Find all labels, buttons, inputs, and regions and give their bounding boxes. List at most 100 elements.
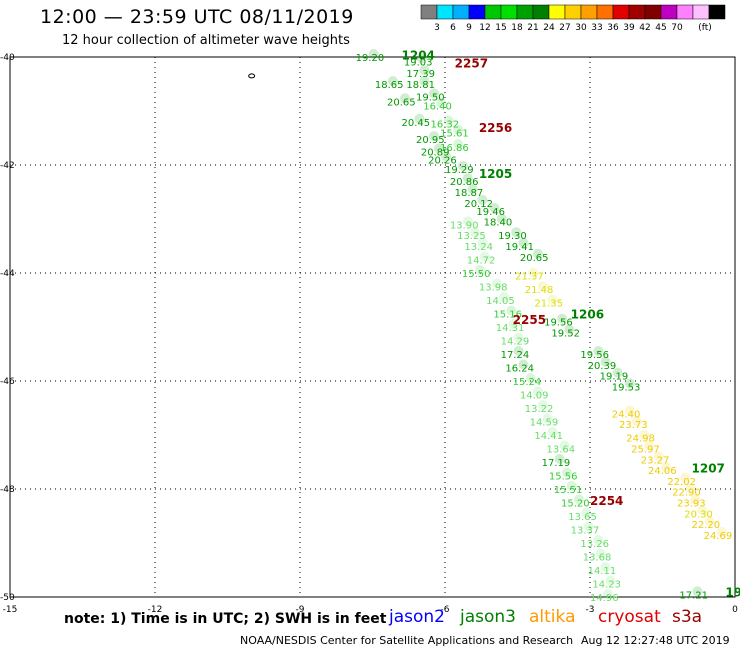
track-point [525, 373, 536, 383]
wave-height-label: 13.25 [457, 231, 486, 242]
track-point [624, 405, 635, 416]
track-point [692, 586, 703, 597]
wave-height-label: 19.50 [416, 92, 445, 103]
track-point [547, 427, 558, 437]
track-point [537, 400, 548, 410]
wave-height-label: 13.65 [568, 512, 597, 523]
wave-height-label: 24.69 [704, 531, 733, 542]
colorbar-label: 30 [575, 23, 587, 33]
colorbar-swatch [676, 4, 694, 20]
colorbar-swatch [516, 4, 534, 20]
wave-height-label: 20.65 [520, 253, 549, 264]
wave-height-label: 13.68 [583, 553, 612, 564]
track-point [547, 294, 558, 305]
colorbar-swatch [468, 4, 486, 20]
wave-height-label: 20.45 [402, 118, 431, 129]
colorbar-label: 45 [655, 23, 666, 33]
wave-height-label: 21.48 [525, 285, 554, 296]
pass-number-label: 1205 [479, 167, 512, 181]
track-point [489, 202, 500, 213]
pass-number-label: 2254 [590, 494, 623, 508]
colorbar-label: 39 [623, 23, 635, 33]
credit-line: NOAA/NESDIS Center for Satellite Applica… [240, 634, 574, 647]
track-point [477, 194, 488, 205]
track-point [419, 76, 430, 86]
wave-height-label: 17.39 [406, 69, 435, 80]
wave-height-label: 19.56 [544, 318, 573, 329]
page-title: 12:00 — 23:59 UTC 08/11/2019 [40, 6, 354, 28]
pass-labels: 2257 2256 2255 2254 1204 1205 1206 1207 19 [402, 48, 740, 599]
wave-height-label: 14.31 [496, 323, 525, 334]
track-point [414, 113, 425, 124]
track-point [458, 160, 468, 171]
wave-height-label: 13.37 [571, 526, 600, 537]
track-point [496, 213, 507, 224]
track-point [600, 356, 611, 367]
track-point [419, 65, 430, 76]
colorbar: 3 6 9 12 15 18 21 24 27 30 33 36 39 42 45 70 (ft) [420, 4, 726, 33]
wave-height-label: 17.19 [542, 458, 571, 469]
wave-height-label: 17.24 [501, 350, 530, 361]
track-point [537, 281, 548, 292]
track-point [680, 472, 691, 483]
wave-height-label: 19.20 [356, 53, 385, 64]
wave-height-label: 24.98 [626, 434, 655, 445]
track-point [690, 494, 700, 505]
pass-number-label: 19 [725, 586, 740, 600]
lat-lon-grid [10, 57, 735, 597]
legend-cryosat: cryosat [598, 607, 661, 627]
colorbar-swatch [692, 4, 710, 20]
track-point [639, 429, 650, 440]
track-point [462, 216, 473, 227]
colorbar-swatch [596, 4, 614, 20]
track-point [429, 88, 439, 99]
track-point [518, 359, 529, 370]
pass-number-label: 2256 [479, 121, 512, 135]
wave-height-label: 18.40 [484, 218, 513, 229]
island-marker [248, 73, 256, 79]
wave-height-label: 20.39 [588, 361, 617, 372]
track-point [593, 346, 604, 356]
wave-height-label: 13.98 [479, 283, 508, 294]
wave-height-label: 19.19 [600, 372, 629, 383]
wave-height-label: 24.06 [648, 466, 677, 477]
track-point [453, 139, 464, 150]
track-point [559, 440, 570, 451]
track-point [513, 332, 524, 343]
colorbar-label: (ft) [698, 23, 712, 33]
pass-number-label: 1206 [571, 308, 604, 322]
page-subtitle: 12 hour collection of altimeter wave hei… [62, 33, 350, 48]
wave-height-label: 22.90 [672, 488, 701, 499]
pass-number-label: 1207 [692, 461, 725, 475]
colorbar-swatch [660, 4, 678, 20]
track-point [595, 548, 606, 559]
wave-height-label: 21.35 [534, 299, 563, 310]
y-tick-label: -48 [0, 485, 15, 495]
track-point [436, 97, 447, 108]
track-point [605, 575, 616, 586]
footer-note: note: 1) Time is in UTC; 2) SWH is in fe… [64, 611, 387, 627]
colorbar-label: 36 [607, 23, 619, 33]
wave-height-label: 20.12 [464, 199, 493, 210]
x-tick-label: -3 [586, 605, 595, 615]
track-point [508, 319, 519, 329]
colorbar-swatch [644, 4, 662, 20]
track-point [564, 324, 575, 335]
colorbar-label: 15 [495, 23, 506, 33]
track-point [542, 413, 553, 424]
track-point [528, 267, 539, 278]
track-point [632, 416, 642, 427]
track-point [433, 143, 444, 154]
colorbar-label: 42 [639, 23, 650, 33]
wave-height-label: 24.40 [612, 409, 641, 420]
wave-height-label: 20.95 [416, 135, 445, 146]
wave-height-label: 25.97 [631, 445, 660, 456]
wave-height-label: 16.86 [440, 143, 469, 154]
wave-height-label: 13.90 [450, 220, 479, 231]
track-point [566, 481, 577, 491]
colorbar-swatch [484, 4, 502, 20]
colorbar-swatch [532, 4, 550, 20]
track-point [400, 93, 410, 104]
track-point [612, 367, 623, 378]
